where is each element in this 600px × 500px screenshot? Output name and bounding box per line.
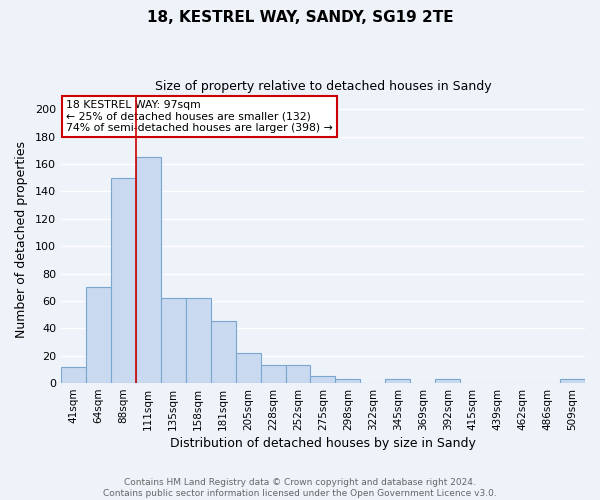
- Text: 18, KESTREL WAY, SANDY, SG19 2TE: 18, KESTREL WAY, SANDY, SG19 2TE: [146, 10, 454, 25]
- Text: Contains HM Land Registry data © Crown copyright and database right 2024.
Contai: Contains HM Land Registry data © Crown c…: [103, 478, 497, 498]
- Bar: [86, 287, 111, 383]
- Bar: [310, 376, 335, 383]
- Bar: [560, 379, 585, 383]
- Bar: [161, 298, 186, 383]
- Y-axis label: Number of detached properties: Number of detached properties: [15, 141, 28, 338]
- Bar: [61, 366, 86, 383]
- Bar: [111, 178, 136, 383]
- Bar: [136, 157, 161, 383]
- Bar: [186, 298, 211, 383]
- Bar: [435, 379, 460, 383]
- Title: Size of property relative to detached houses in Sandy: Size of property relative to detached ho…: [155, 80, 491, 93]
- Bar: [286, 366, 310, 383]
- Bar: [385, 379, 410, 383]
- Bar: [335, 379, 361, 383]
- Text: 18 KESTREL WAY: 97sqm
← 25% of detached houses are smaller (132)
74% of semi-det: 18 KESTREL WAY: 97sqm ← 25% of detached …: [66, 100, 333, 133]
- X-axis label: Distribution of detached houses by size in Sandy: Distribution of detached houses by size …: [170, 437, 476, 450]
- Bar: [211, 322, 236, 383]
- Bar: [260, 366, 286, 383]
- Bar: [236, 353, 260, 383]
